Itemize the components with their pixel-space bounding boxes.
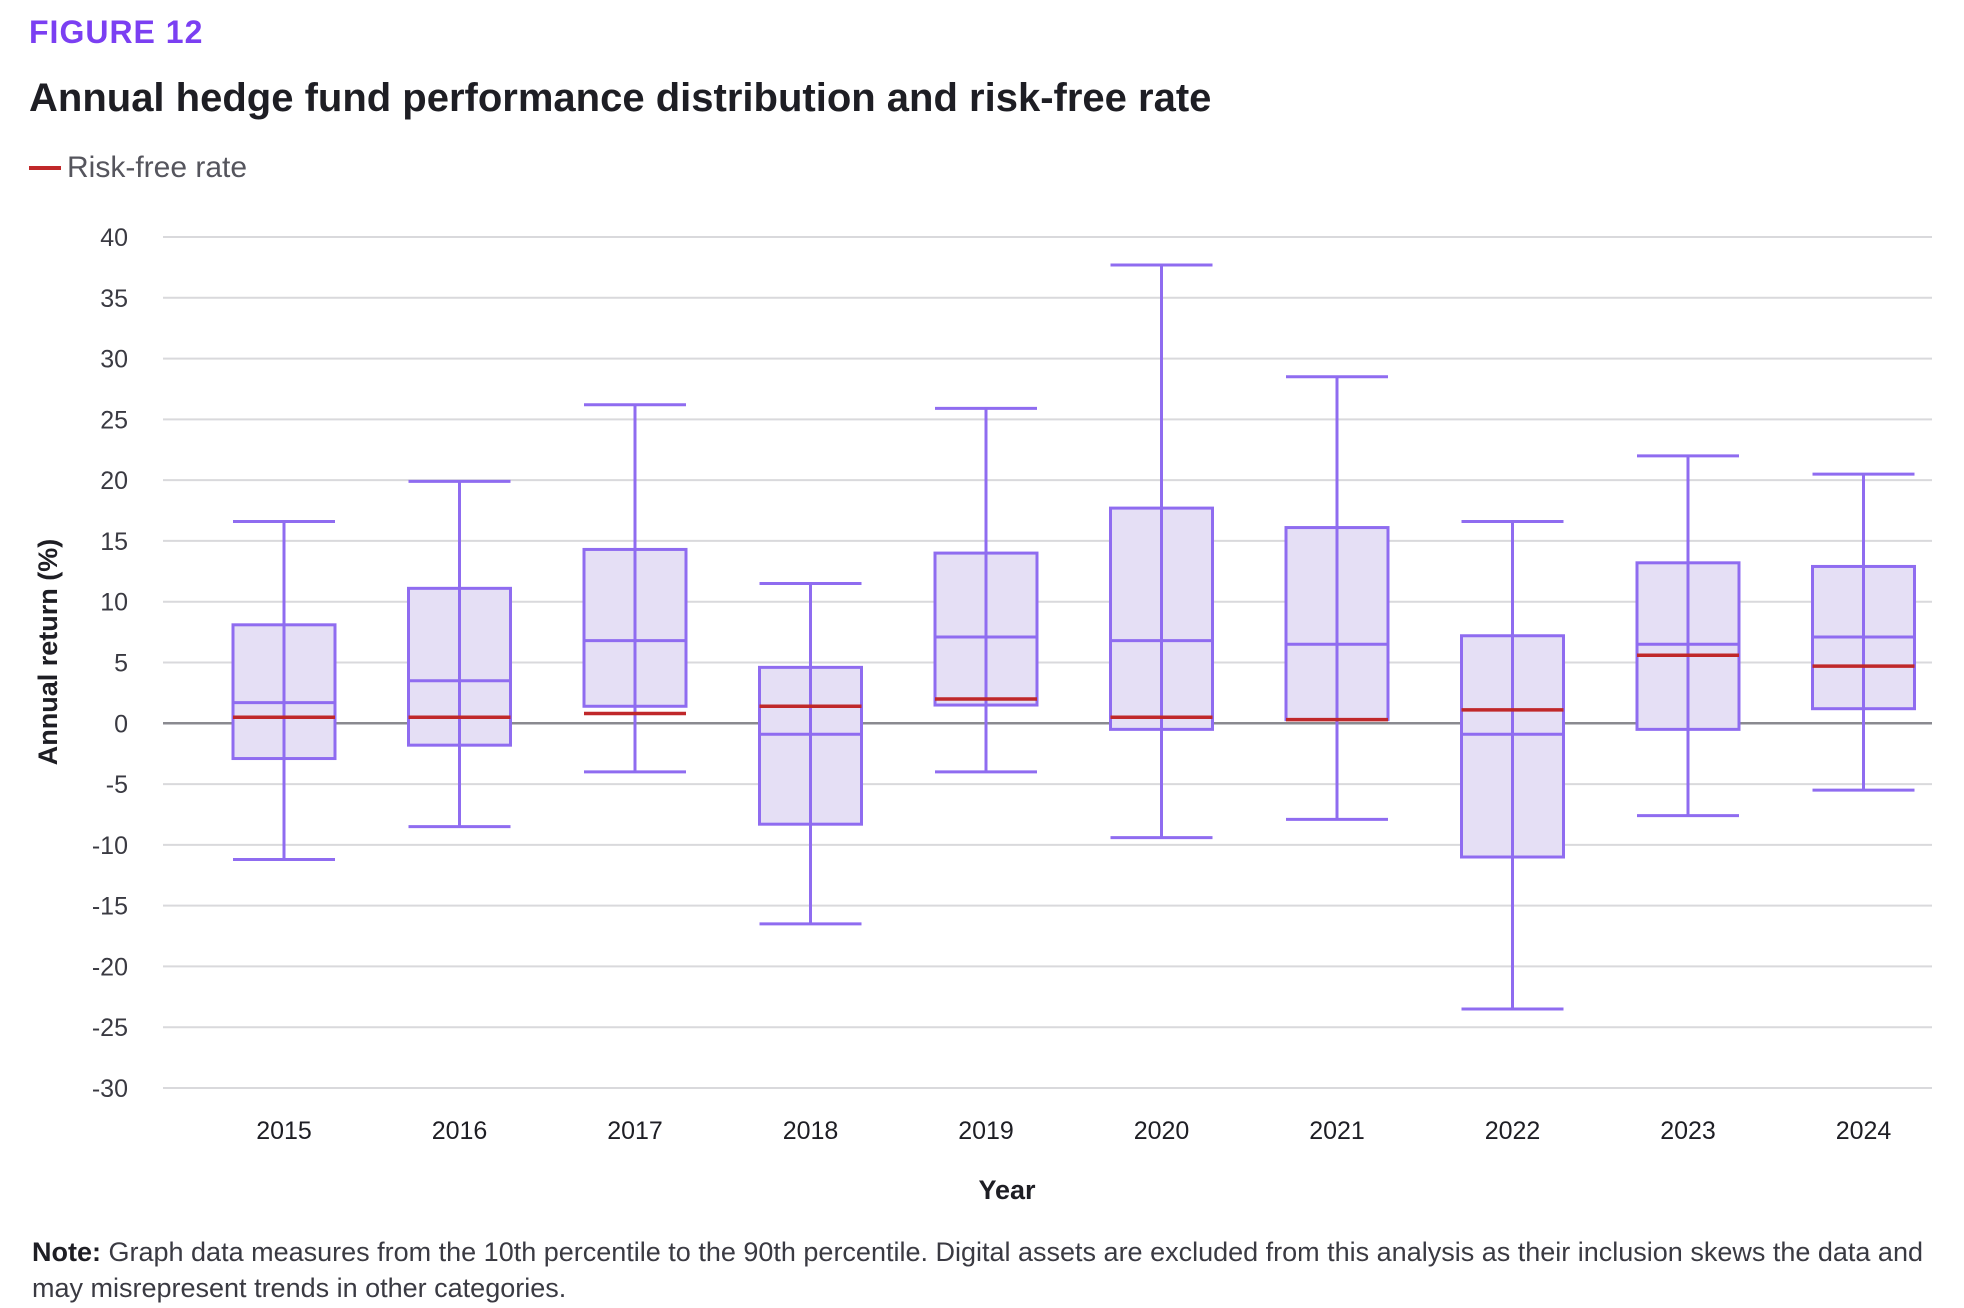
y-tick-label: -20 xyxy=(92,953,128,981)
legend-label-risk-free: Risk-free rate xyxy=(67,151,248,184)
y-tick-label: -10 xyxy=(92,832,128,860)
y-tick-label: 15 xyxy=(100,528,128,556)
box-2017 xyxy=(582,403,688,774)
x-axis-label: Year xyxy=(978,1175,1036,1205)
x-tick-label: 2016 xyxy=(432,1117,488,1145)
y-tick-label: 5 xyxy=(114,650,128,678)
y-tick-label: 10 xyxy=(100,589,128,617)
x-tick-labels: 2015 2016 2017 2018 2019 2020 2021 2022 2023 2024 xyxy=(256,1117,1891,1145)
box-2024 xyxy=(1811,472,1916,792)
legend: Risk-free rate xyxy=(29,151,247,185)
y-tick-label: 35 xyxy=(100,285,128,313)
x-tick-label: 2021 xyxy=(1309,1117,1365,1145)
y-tick-label: 25 xyxy=(100,406,128,434)
legend-swatch-risk-free xyxy=(29,166,61,170)
box-2015 xyxy=(231,519,337,861)
box-2020 xyxy=(1109,263,1214,840)
x-tick-label: 2017 xyxy=(607,1117,663,1145)
y-tick-labels: 40 35 30 25 20 15 10 5 0 -5 -10 -15 -20 -25 -30 xyxy=(92,224,128,1103)
x-tick-label: 2023 xyxy=(1660,1117,1716,1145)
y-tick-label: 40 xyxy=(100,224,128,252)
y-tick-label: -25 xyxy=(92,1014,128,1042)
y-tick-label: 30 xyxy=(100,346,128,374)
box-2021 xyxy=(1284,375,1390,821)
x-tick-label: 2024 xyxy=(1836,1117,1892,1145)
y-axis-label: Annual return (%) xyxy=(33,539,63,766)
chart-title: Annual hedge fund performance distributi… xyxy=(29,76,1212,120)
box-2018 xyxy=(758,581,863,926)
y-tick-label: -30 xyxy=(92,1075,128,1103)
y-tick-label: 0 xyxy=(114,710,128,738)
x-tick-label: 2022 xyxy=(1485,1117,1541,1145)
box-2023 xyxy=(1635,454,1741,818)
chart-note: Note: Graph data measures from the 10th … xyxy=(32,1234,1932,1306)
y-tick-label: -15 xyxy=(92,893,128,921)
note-label: Note: xyxy=(32,1237,101,1267)
boxes-layer xyxy=(231,263,1916,1011)
y-tick-label: -5 xyxy=(106,771,128,799)
box-2019 xyxy=(933,406,1039,774)
x-tick-label: 2020 xyxy=(1134,1117,1190,1145)
x-tick-label: 2019 xyxy=(958,1117,1014,1145)
figure-label: FIGURE 12 xyxy=(29,14,204,50)
x-tick-label: 2018 xyxy=(783,1117,839,1145)
box-2016 xyxy=(407,479,512,829)
y-tick-label: 20 xyxy=(100,467,128,495)
box-2022 xyxy=(1460,519,1565,1011)
note-text: Graph data measures from the 10th percen… xyxy=(32,1237,1923,1303)
x-tick-label: 2015 xyxy=(256,1117,312,1145)
